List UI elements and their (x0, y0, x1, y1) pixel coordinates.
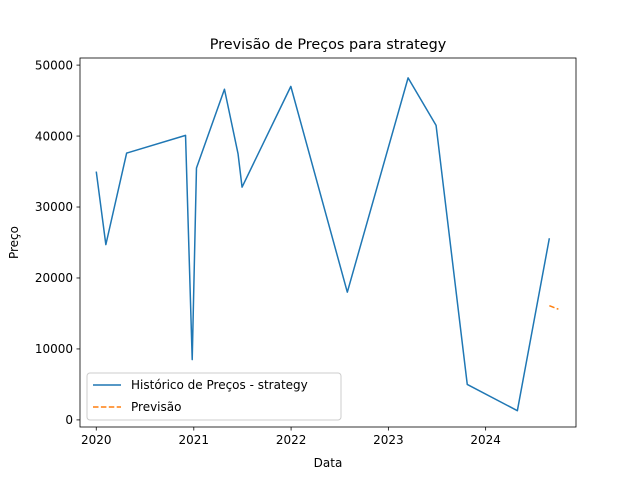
legend-label-historico: Histórico de Preços - strategy (131, 378, 308, 392)
y-tick-label: 50000 (35, 58, 73, 72)
x-tick-label: 2024 (470, 433, 501, 447)
legend-label-previsao: Previsão (131, 400, 181, 414)
legend-frame (86, 372, 342, 421)
x-tick-label: 2022 (276, 433, 307, 447)
y-axis-label: Preço (7, 226, 21, 259)
y-tick-label: 30000 (35, 200, 73, 214)
legend: Histórico de Preços - strategy Previsão (86, 372, 342, 421)
x-tick-label: 2020 (81, 433, 112, 447)
x-tick-label: 2023 (373, 433, 404, 447)
y-axis-ticks: 0 10000 20000 30000 40000 50000 (35, 58, 80, 427)
y-tick-label: 40000 (35, 129, 73, 143)
series-line-1 (549, 304, 559, 310)
y-tick-label: 0 (65, 413, 73, 427)
y-tick-label: 10000 (35, 342, 73, 356)
plot-lines (95, 77, 559, 412)
chart-title: Previsão de Preços para strategy (210, 37, 447, 53)
axes-frame (79, 57, 577, 428)
y-tick-label: 20000 (35, 271, 73, 285)
x-axis-ticks: 2020 2021 2022 2023 2024 (81, 427, 501, 447)
series-line-0 (95, 77, 551, 412)
x-tick-label: 2021 (179, 433, 210, 447)
x-axis-label: Data (314, 456, 343, 470)
